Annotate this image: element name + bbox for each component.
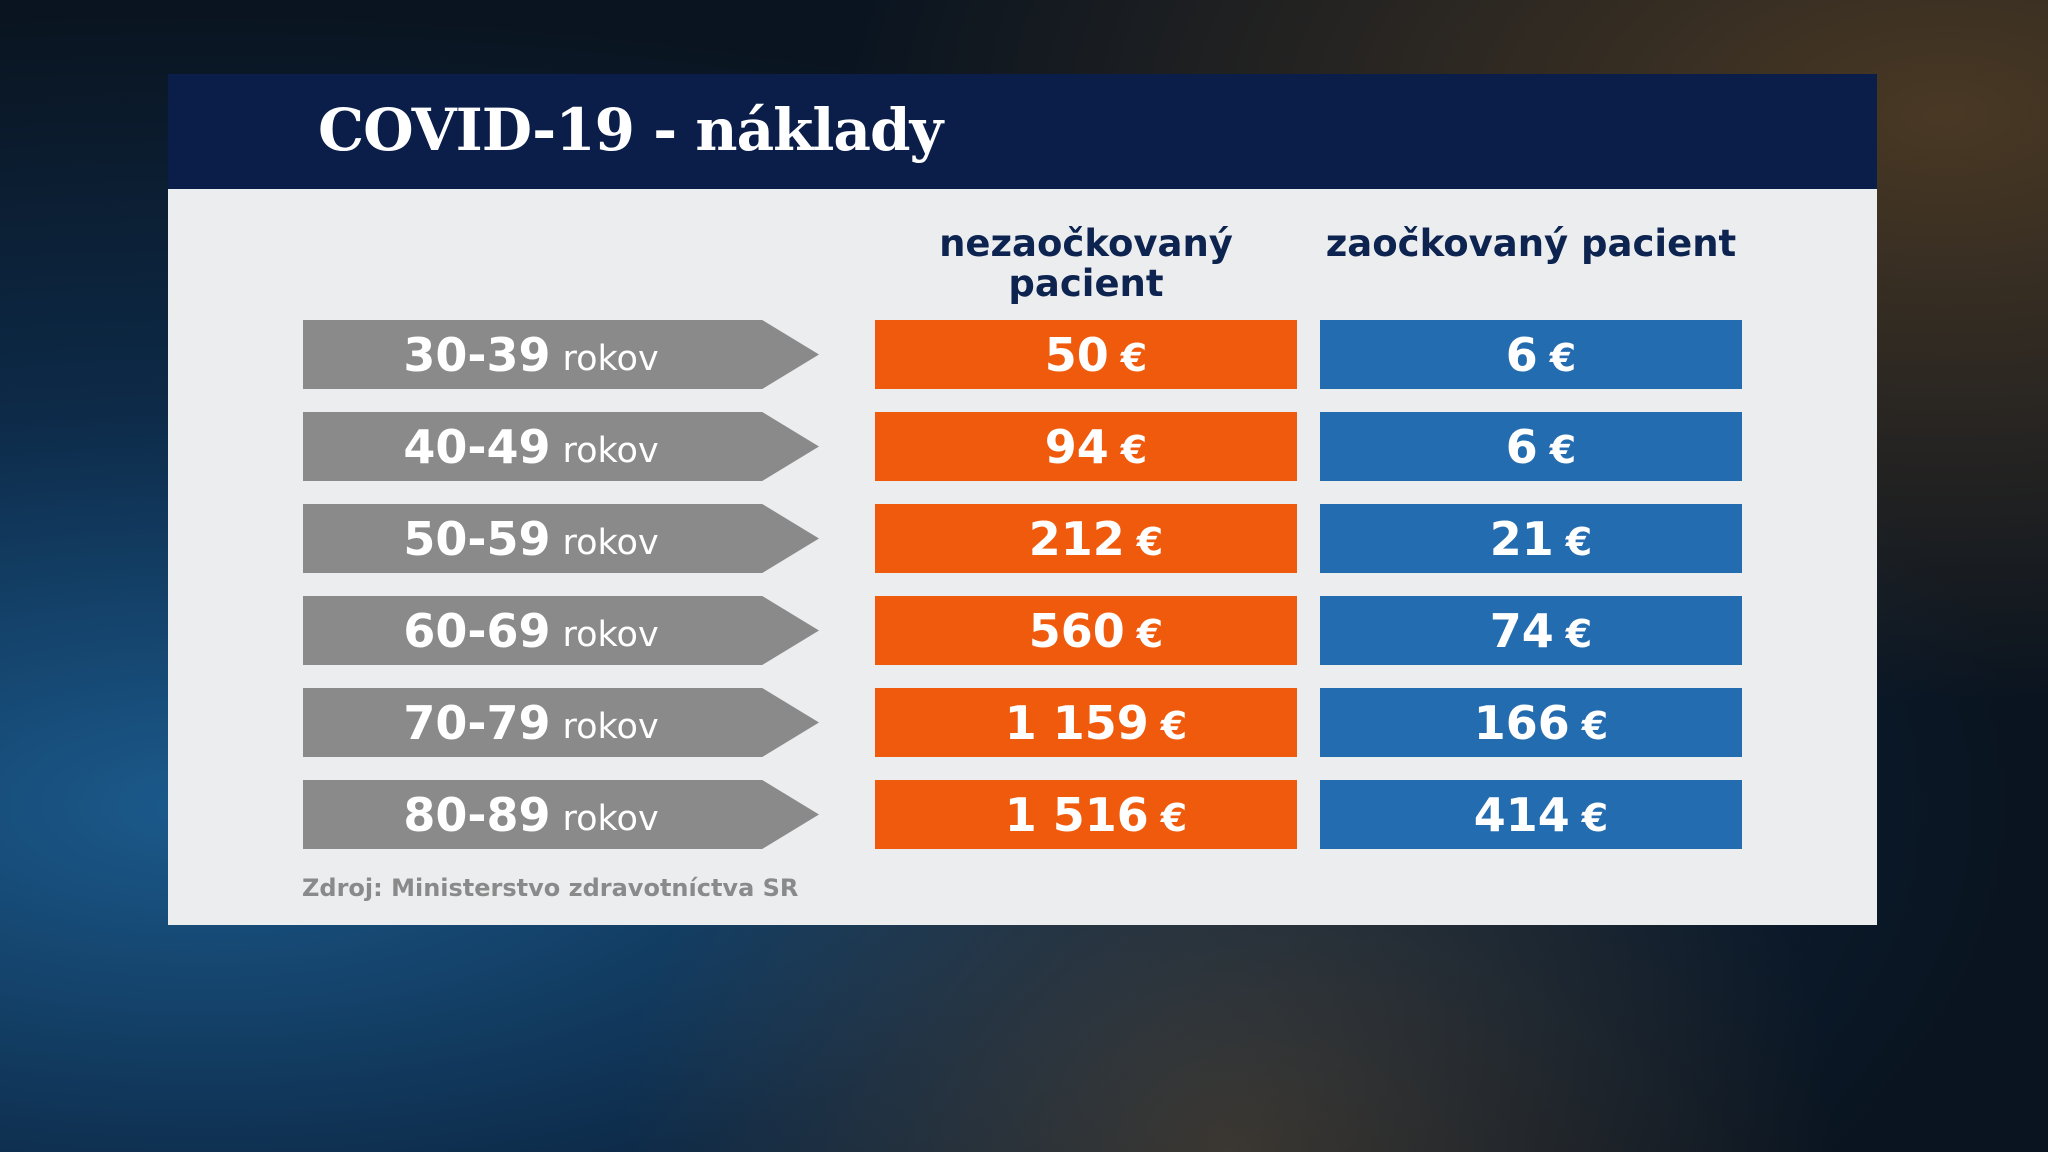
age-unit: rokov [562, 522, 659, 563]
age-unit: rokov [562, 614, 659, 655]
cost-value: 212 [1028, 511, 1125, 566]
age-unit: rokov [562, 338, 659, 379]
cost-value: 1 516 [1004, 787, 1149, 842]
header-bar: COVID-19 - náklady [168, 74, 1877, 189]
age-range: 60-69 [403, 603, 551, 658]
source: Zdroj: Ministerstvo zdravotníctva SR [302, 874, 799, 902]
currency: € [1581, 703, 1609, 748]
currency: € [1160, 703, 1188, 748]
currency: € [1120, 427, 1148, 472]
cost-value: 166 [1473, 695, 1570, 750]
currency: € [1549, 427, 1577, 472]
age-range: 70-79 [403, 695, 551, 750]
cost-value: 74 [1489, 603, 1554, 658]
cost-cell: 1 159 € [875, 688, 1297, 757]
cost-cell: 414 € [1320, 780, 1742, 849]
currency: € [1581, 795, 1609, 840]
cost-value: 6 [1505, 419, 1538, 474]
cost-cell: 50 € [875, 320, 1297, 389]
age-label: 60-69 rokov [303, 596, 819, 665]
age-label: 30-39 rokov [303, 320, 819, 389]
panel: COVID-19 - náklady nezaočkovaný pacient … [168, 74, 1877, 925]
cost-cell: 166 € [1320, 688, 1742, 757]
cost-value: 1 159 [1004, 695, 1149, 750]
cost-cell: 74 € [1320, 596, 1742, 665]
age-range: 30-39 [403, 327, 551, 382]
cost-value: 50 [1044, 327, 1109, 382]
currency: € [1160, 795, 1188, 840]
age-unit: rokov [562, 430, 659, 471]
cost-value: 94 [1044, 419, 1109, 474]
age-range: 80-89 [403, 787, 551, 842]
currency: € [1549, 335, 1577, 380]
age-label: 50-59 rokov [303, 504, 819, 573]
currency: € [1565, 611, 1593, 656]
age-label: 40-49 rokov [303, 412, 819, 481]
currency: € [1136, 611, 1164, 656]
cost-cell: 560 € [875, 596, 1297, 665]
currency: € [1565, 519, 1593, 564]
cost-value: 560 [1028, 603, 1125, 658]
age-unit: rokov [562, 706, 659, 747]
cost-cell: 6 € [1320, 320, 1742, 389]
age-label: 80-89 rokov [303, 780, 819, 849]
cost-value: 21 [1489, 511, 1554, 566]
cost-cell: 1 516 € [875, 780, 1297, 849]
column-header: nezaočkovaný pacient [939, 222, 1233, 305]
cost-value: 414 [1473, 787, 1570, 842]
cost-value: 6 [1505, 327, 1538, 382]
cost-cell: 212 € [875, 504, 1297, 573]
age-unit: rokov [562, 798, 659, 839]
column-header: zaočkovaný pacient [1325, 222, 1737, 265]
age-range: 50-59 [403, 511, 551, 566]
age-label: 70-79 rokov [303, 688, 819, 757]
currency: € [1136, 519, 1164, 564]
age-range: 40-49 [403, 419, 551, 474]
cost-cell: 6 € [1320, 412, 1742, 481]
cost-cell: 21 € [1320, 504, 1742, 573]
cost-cell: 94 € [875, 412, 1297, 481]
title: COVID-19 - náklady [318, 96, 943, 164]
currency: € [1120, 335, 1148, 380]
